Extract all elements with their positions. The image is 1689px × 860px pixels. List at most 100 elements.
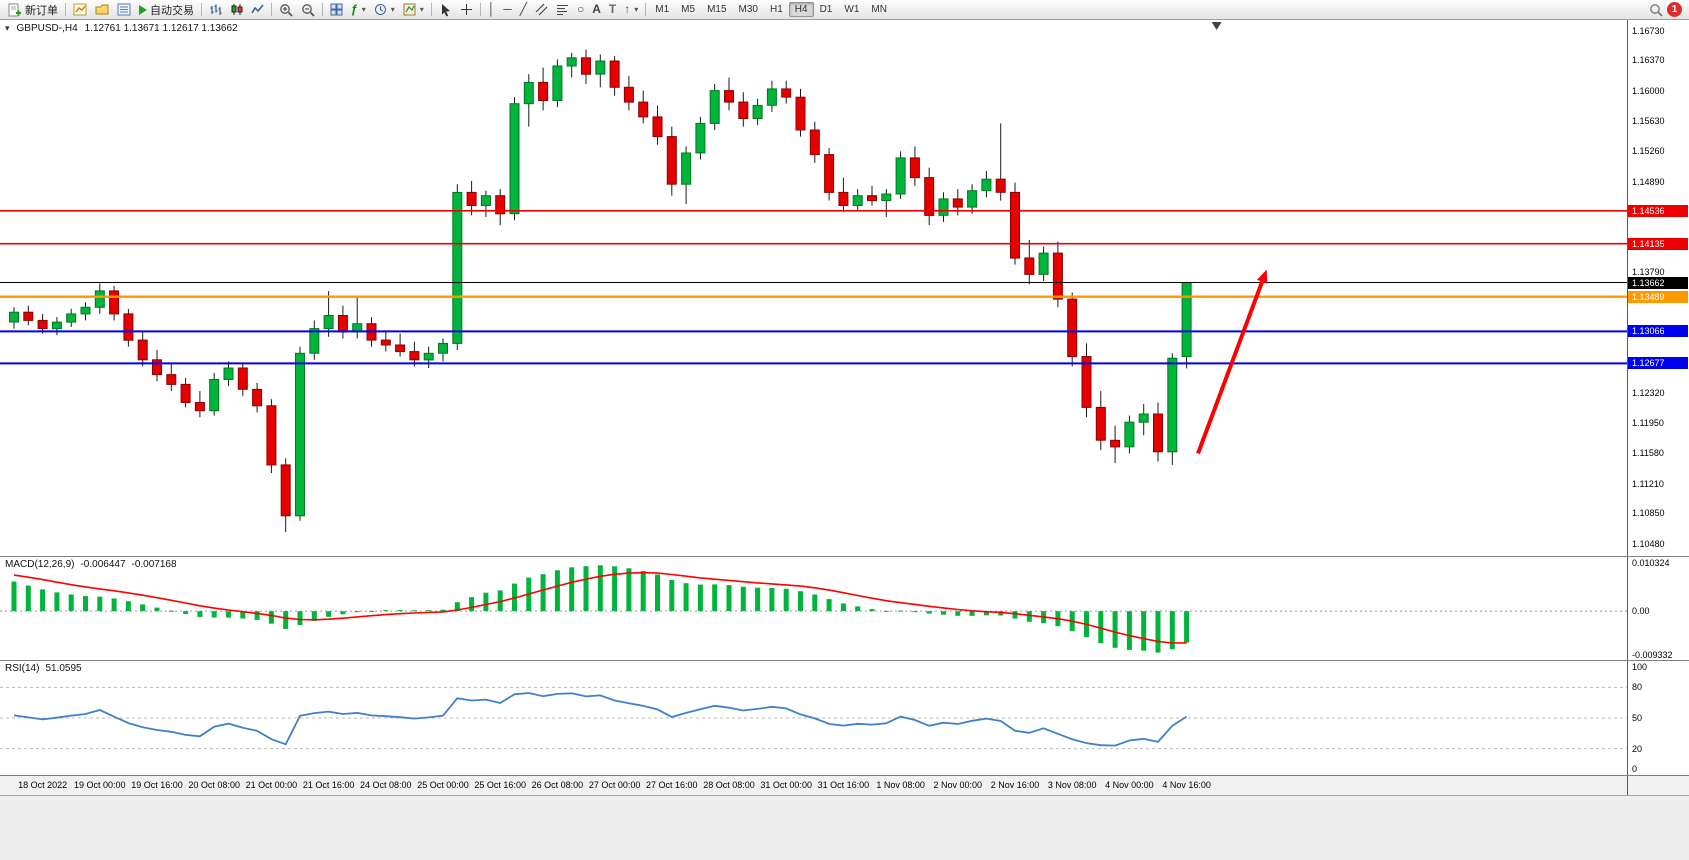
bull-candle (595, 60, 606, 75)
timeframe-button-W1[interactable]: W1 (844, 4, 860, 15)
macd-histogram-bar (411, 610, 417, 612)
bear-candle (638, 101, 649, 118)
price-chart-area[interactable]: ▾ GBPUSD-,H4 1.12761 1.13671 1.12617 1.1… (0, 20, 1627, 556)
ellipse-icon: ○ (576, 2, 585, 16)
macd-histogram-bar (712, 584, 718, 612)
auto-trading-button[interactable]: 自动交易 (135, 1, 198, 18)
price-tick-label: 1.12320 (1632, 387, 1665, 398)
chart-shift-marker[interactable] (1211, 22, 1222, 30)
trend-arrow-line[interactable] (1196, 281, 1265, 455)
bull-candle (938, 198, 949, 216)
macd-histogram-bar (883, 610, 889, 612)
crosshair-tool-button[interactable] (456, 1, 477, 18)
bar-chart-button[interactable] (205, 1, 226, 18)
indicators-button[interactable]: ƒ ▾ (347, 1, 370, 18)
one-click-trading-toggle[interactable]: ▾ (5, 23, 10, 33)
bear-candle (152, 359, 162, 376)
timeframe-button-H1[interactable]: H1 (769, 4, 783, 15)
bull-candle (1167, 357, 1178, 453)
support-level-tag[interactable]: 1.12677 (1628, 357, 1688, 370)
profiles-button[interactable] (91, 1, 113, 18)
macd-histogram-bar (826, 599, 832, 612)
text-label-tool-button[interactable]: T (605, 1, 620, 18)
bull-candle (1124, 421, 1135, 448)
pivot-level-tag[interactable]: 1.13489 (1628, 290, 1688, 303)
search-icon (1650, 3, 1663, 17)
trend-arrow-head[interactable] (1256, 269, 1268, 284)
macd-histogram-bar (326, 611, 332, 617)
bull-candle (323, 315, 334, 330)
cursor-tool-button[interactable] (435, 1, 456, 18)
timeframe-button-M5[interactable]: M5 (681, 4, 696, 15)
timeframe-button-M1[interactable]: M1 (655, 4, 670, 15)
bear-candle (180, 383, 191, 403)
bear-candle (1010, 191, 1020, 259)
arrows-tool-button[interactable]: ↑ ▾ (620, 1, 642, 18)
rsi-chart-area[interactable]: RSI(14) 51.0595 (0, 661, 1627, 775)
rsi-tick-label: 20 (1632, 743, 1643, 754)
time-label: 21 Oct 00:00 (245, 780, 298, 790)
rsi-chart-canvas[interactable] (0, 661, 1627, 775)
macd-axis[interactable]: 0.010324 0.00 -0.009332 (1627, 557, 1689, 660)
profiles-icon (95, 4, 109, 15)
price-axis[interactable]: 1.16730 1.16370 1.16000 1.15630 1.15260 1.148… (1627, 20, 1689, 556)
data-window-button[interactable] (113, 1, 135, 18)
macd-chart-canvas[interactable] (0, 557, 1627, 660)
horizontal-line-tool-button[interactable]: ─ (499, 1, 516, 18)
bull-candle (509, 103, 520, 215)
text-tool-button[interactable]: A (588, 1, 605, 18)
macd-histogram-bar (597, 565, 603, 612)
trendline-tool-button[interactable]: ╱ (516, 1, 531, 18)
macd-chart-area[interactable]: MACD(12,26,9) -0.006447 -0.007168 (0, 557, 1627, 660)
auto-trading-label: 自动交易 (150, 4, 194, 17)
timeframe-button-H4[interactable]: H4 (788, 2, 814, 17)
tile-windows-button[interactable] (326, 1, 347, 18)
zoom-out-button[interactable] (297, 1, 319, 18)
bear-candle (395, 344, 406, 353)
channel-tool-button[interactable] (531, 1, 552, 18)
rsi-axis[interactable]: 100 80 50 20 0 (1627, 661, 1689, 775)
timeframe-button-MN[interactable]: MN (871, 4, 887, 15)
templates-button[interactable]: ▾ (399, 1, 428, 18)
timeframe-button-M30[interactable]: M30 (738, 4, 758, 15)
candlestick-chart-button[interactable] (226, 1, 247, 18)
macd-histogram-bar (1026, 611, 1032, 622)
fibonacci-tool-button[interactable] (552, 1, 573, 18)
notification-badge[interactable]: 1 (1667, 2, 1682, 17)
bear-candle (280, 464, 291, 517)
macd-histogram-bar (25, 585, 31, 612)
macd-histogram-bar (383, 610, 389, 612)
time-axis[interactable]: 18 Oct 2022 19 Oct 00:00 19 Oct 16:00 20 Oc… (0, 776, 1689, 796)
bar-chart-icon (210, 4, 222, 15)
timeframe-button-D1[interactable]: D1 (819, 4, 833, 15)
bear-candle (909, 157, 920, 179)
bull-candle (981, 178, 992, 192)
bull-candle (480, 195, 491, 206)
line-chart-button[interactable] (247, 1, 268, 18)
macd-histogram-bar (183, 611, 189, 614)
new-chart-button[interactable] (69, 1, 91, 18)
rsi-name: RSI(14) (5, 663, 40, 674)
macd-histogram-bar (469, 597, 475, 612)
candlestick-chart-icon (231, 4, 243, 15)
shapes-tool-button[interactable]: ○ (573, 1, 588, 18)
bear-candle (623, 86, 634, 103)
support-level-tag[interactable]: 1.13066 (1628, 325, 1688, 338)
clock-icon (374, 4, 386, 15)
periods-button[interactable]: ▾ (370, 1, 399, 18)
candlestick-chart-canvas[interactable] (0, 20, 1627, 556)
new-order-button[interactable]: 新订单 (4, 1, 62, 18)
price-tick-label: 1.10480 (1632, 538, 1665, 549)
timeframe-button-M15[interactable]: M15 (707, 4, 727, 15)
resistance-level-tag[interactable]: 1.14135 (1628, 237, 1688, 250)
chart-title: ▾ GBPUSD-,H4 1.12761 1.13671 1.12617 1.1… (5, 23, 238, 34)
search-button[interactable] (1645, 1, 1667, 18)
resistance-level-tag[interactable]: 1.14536 (1628, 204, 1688, 217)
macd-histogram-bar (955, 611, 961, 616)
vertical-line-tool-button[interactable]: │ (484, 1, 500, 18)
axis-corner (1627, 776, 1689, 795)
text-tool-icon: A (592, 2, 601, 16)
zoom-in-button[interactable] (275, 1, 297, 18)
current-price-tag[interactable]: 1.13662 (1628, 276, 1688, 289)
chart-ohlc-readout: 1.12761 1.13671 1.12617 1.13662 (84, 23, 238, 34)
